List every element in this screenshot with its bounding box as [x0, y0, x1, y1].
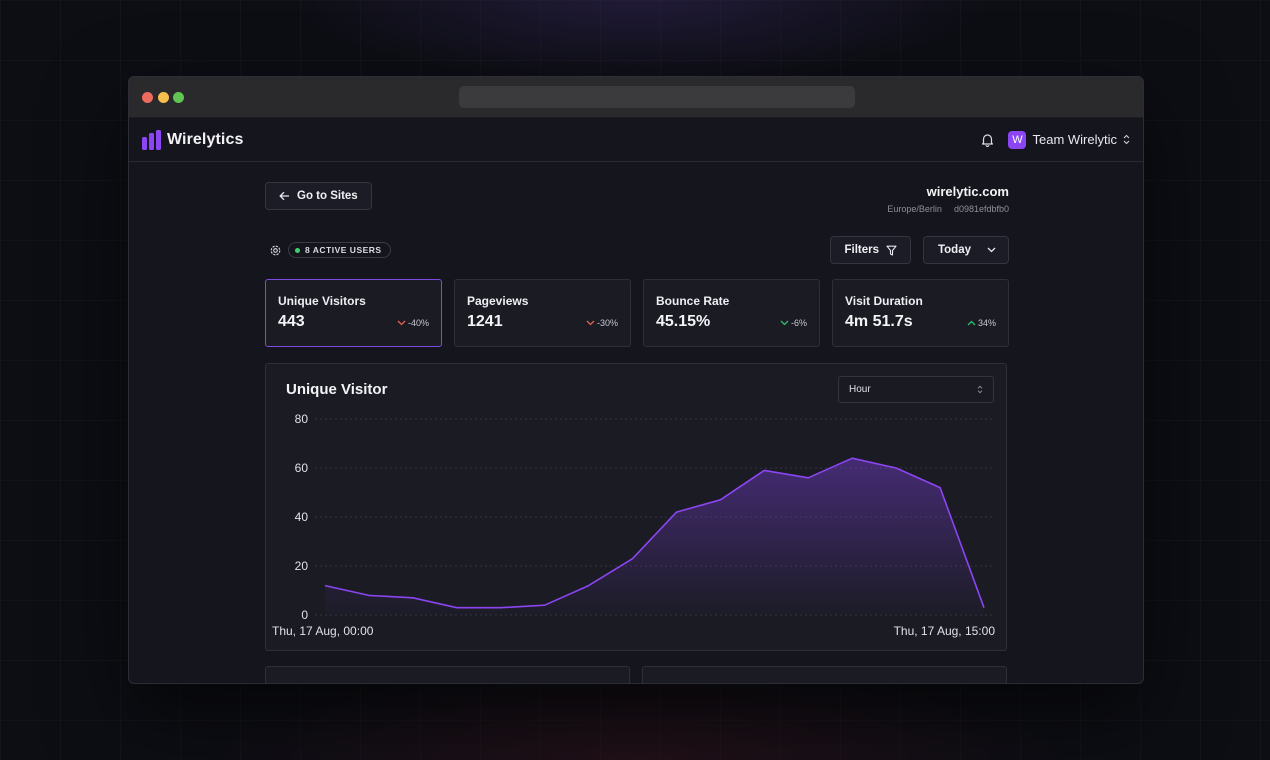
- date-range-label: Today: [937, 244, 971, 256]
- stat-card-visit-duration[interactable]: Visit Duration 4m 51.7s 34%: [832, 279, 1009, 347]
- active-users-label: 8 ACTIVE USERS: [305, 245, 382, 255]
- data-point-1100[interactable]: [803, 473, 813, 483]
- stat-title: Bounce Rate: [656, 294, 730, 308]
- go-to-sites-button[interactable]: Go to Sites: [265, 182, 372, 210]
- data-point-0700[interactable]: [628, 554, 638, 564]
- stat-title: Pageviews: [467, 294, 529, 308]
- site-name: wirelytic.com: [926, 184, 1009, 199]
- data-point-1300[interactable]: [891, 463, 901, 473]
- interval-select-value: Hour: [849, 384, 871, 395]
- y-tick-label: 0: [301, 608, 308, 622]
- y-tick-label: 40: [295, 510, 309, 524]
- live-dot-icon: [295, 247, 300, 253]
- app-logo[interactable]: Wirelytics: [142, 129, 244, 150]
- data-point-0900[interactable]: [715, 495, 725, 505]
- chevron-up-down-icon: [1123, 134, 1130, 145]
- data-point-1400[interactable]: [935, 483, 945, 493]
- data-point-0200[interactable]: [408, 593, 418, 603]
- trend-up-icon: [967, 320, 976, 326]
- close-window-button[interactable]: [142, 92, 153, 103]
- filters-label: Filters: [844, 244, 879, 256]
- title-bar: [129, 77, 1143, 118]
- app-header: Wirelytics W Team Wirelytic: [129, 118, 1143, 162]
- data-point-0100[interactable]: [364, 590, 374, 600]
- y-tick-label: 80: [295, 412, 309, 426]
- chart-title: Unique Visitor: [286, 381, 388, 398]
- stat-title: Visit Duration: [845, 294, 923, 308]
- arrow-left-icon: [279, 191, 289, 201]
- trend-down-icon: [586, 320, 595, 326]
- stat-card-pageviews[interactable]: Pageviews 1241 -30%: [454, 279, 631, 347]
- data-point-0500[interactable]: [540, 600, 550, 610]
- chart-series-line: [324, 457, 985, 609]
- data-point-0600[interactable]: [584, 581, 594, 591]
- site-info: wirelytic.com Europe/Berlin d0981efdbfb0: [887, 182, 1009, 214]
- logo-bars-icon: [142, 129, 161, 150]
- unique-visitor-chart-card: 0 20 40 60 80 Thu, 17 Aug, 00:00 Thu, 17 Aug…: [265, 363, 1007, 651]
- chevron-down-icon: [987, 247, 996, 253]
- pages-panel: [265, 666, 630, 683]
- address-bar[interactable]: [459, 86, 855, 108]
- site-timezone: Europe/Berlin: [887, 204, 942, 214]
- maximize-window-button[interactable]: [173, 92, 184, 103]
- team-avatar: W: [1008, 130, 1027, 149]
- browser-window: Wirelytics W Team Wirelytic Go to Site: [128, 76, 1144, 684]
- stats-cards: Unique Visitors 443 -40% Pageviews 1241 …: [265, 279, 1009, 347]
- stat-change: -30%: [596, 318, 618, 328]
- y-tick-label: 20: [295, 559, 309, 573]
- data-point-0800[interactable]: [671, 507, 681, 517]
- stat-value: 4m 51.7s: [845, 313, 913, 330]
- stat-change: -6%: [790, 318, 807, 328]
- trend-down-icon: [780, 320, 789, 326]
- interval-select[interactable]: Hour: [838, 376, 994, 403]
- data-point-0400[interactable]: [496, 603, 506, 613]
- gear-icon[interactable]: [269, 244, 282, 257]
- filters-button[interactable]: Filters: [830, 236, 911, 264]
- stat-value: 1241: [467, 313, 503, 330]
- main-content: Go to Sites wirelytic.com Europe/Berlin …: [265, 182, 1009, 683]
- app-name: Wirelytics: [167, 130, 244, 148]
- go-to-sites-label: Go to Sites: [297, 190, 358, 202]
- y-tick-label: 60: [295, 461, 309, 475]
- stat-card-bounce-rate[interactable]: Bounce Rate 45.15% -6%: [643, 279, 820, 347]
- bottom-panels: [265, 666, 1009, 683]
- stat-change: 34%: [977, 318, 996, 328]
- site-id: d0981efdbfb0: [953, 204, 1009, 214]
- data-point-1500[interactable]: [979, 603, 989, 613]
- x-axis-start-label: Thu, 17 Aug, 00:00: [272, 624, 374, 638]
- date-range-select[interactable]: Today: [922, 236, 1009, 264]
- stat-title: Unique Visitors: [278, 294, 366, 308]
- stat-value: 443: [278, 313, 305, 330]
- stat-change: -40%: [407, 318, 429, 328]
- x-axis-end-label: Thu, 17 Aug, 15:00: [894, 624, 996, 638]
- stat-card-unique-visitors[interactable]: Unique Visitors 443 -40%: [265, 279, 442, 347]
- chart-area-fill: [325, 458, 984, 615]
- filter-icon: [886, 245, 897, 256]
- active-users-badge: 8 ACTIVE USERS: [288, 242, 391, 258]
- data-point-0000[interactable]: [320, 581, 330, 591]
- minimize-window-button[interactable]: [158, 92, 169, 103]
- chevron-up-down-icon: [977, 385, 983, 394]
- data-point-0300[interactable]: [452, 603, 462, 613]
- trend-down-icon: [397, 320, 406, 326]
- countries-panel: [642, 666, 1007, 683]
- team-name: Team Wirelytic: [1032, 132, 1117, 147]
- data-point-1000[interactable]: [759, 465, 769, 475]
- bell-icon[interactable]: [981, 133, 994, 147]
- unique-visitor-chart: 0 20 40 60 80 Thu, 17 Aug, 00:00 Thu, 17 Aug…: [272, 412, 996, 638]
- stat-value: 45.15%: [656, 313, 711, 330]
- team-switcher[interactable]: W Team Wirelytic: [1008, 130, 1130, 149]
- data-point-1200[interactable]: [847, 453, 857, 463]
